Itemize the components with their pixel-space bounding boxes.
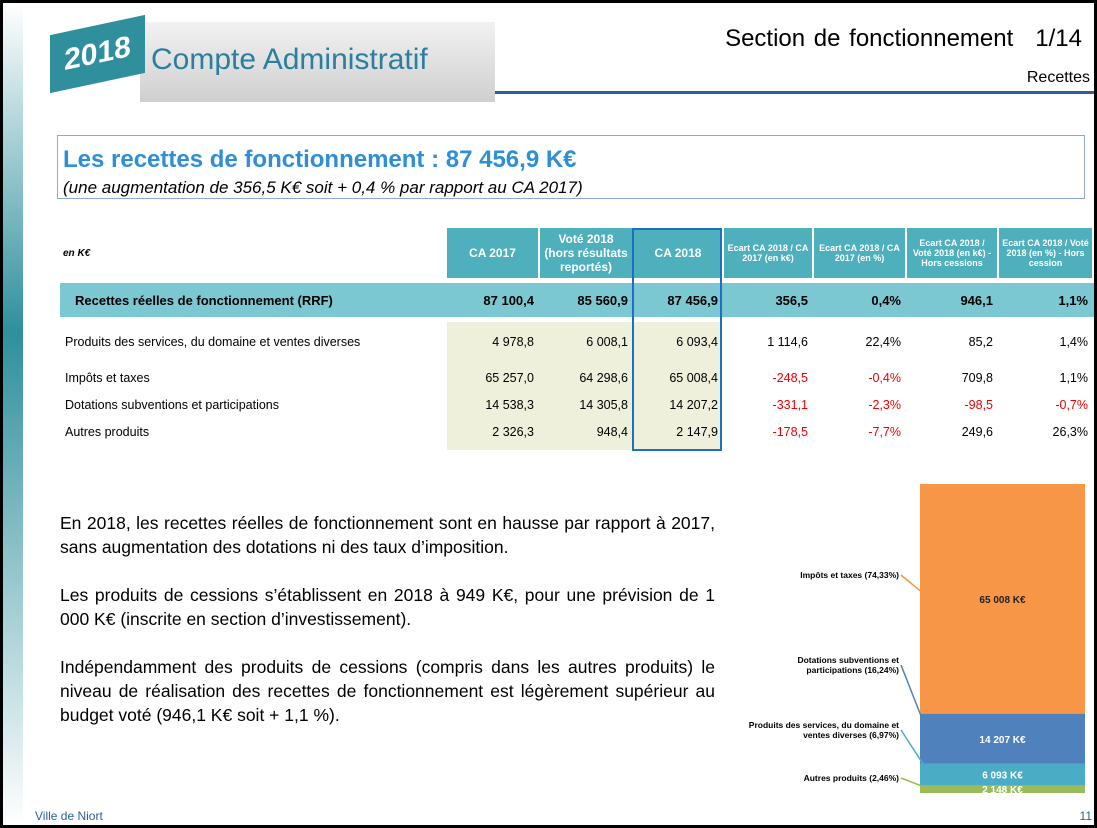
column-header: Ecart CA 2018 / CA 2017 (en k€) [724,228,812,278]
table-cell: 26,3% [1052,425,1088,439]
table-cell: 85 560,9 [577,292,628,308]
column-header: CA 2017 [447,228,538,278]
summary-title: Les recettes de fonctionnement : 87 456,… [63,146,577,173]
table-cell: 14 207,2 [669,397,718,412]
table-cell: 1,4% [1059,335,1089,349]
segment [920,713,1085,764]
stacked-chart: 65 008 K€ Impôts et taxes (74,33%) 14 207 … [748,484,1085,796]
segment-label: 2 148 K€ [982,785,1023,796]
segment-label: 14 207 K€ [979,735,1026,746]
table-cell: 22,4% [865,335,901,349]
row-label: Impôts et taxes [65,370,150,385]
table-cell: 948,4 [596,425,628,439]
header-box [140,22,495,102]
table-cell: -98,5 [964,397,994,412]
main-row-band [60,283,1094,317]
table-cell: -7,7% [868,425,901,439]
table-cell: 2 147,9 [676,425,718,439]
segment-name-text: Produits des services, du domaine et ven… [748,720,899,740]
summary-box: Les recettes de fonctionnement : 87 456,… [57,135,1085,199]
footer-org: Ville de Niort [35,809,103,823]
leader-line [900,729,931,776]
segment-name: Produits des services, du domaine et ven… [748,720,899,740]
unit-label: en K€ [63,247,91,259]
table-cell: 0,4% [871,292,901,308]
column-header: CA 2018 [634,228,722,278]
column-header: Ecart CA 2018 / CA 2017 (en %) [814,228,905,278]
segment [920,785,1085,793]
table-cell: 356,5 [775,292,808,308]
side-strip [3,3,23,825]
table-cell: 6 093,4 [676,335,718,349]
table-cell: 14 305,8 [579,397,628,412]
segment-name-text: Dotations subventions et participations … [797,655,899,675]
segment-name: Autres produits (2,46%) [803,773,899,783]
segment [920,484,1085,714]
row-label: Recettes réelles de fonctionnement (RRF) [75,292,333,308]
header-rule [495,91,1094,94]
table-cell: -2,3% [868,397,901,412]
segment-name: Impôts et taxes (74,33%) [800,570,899,580]
segment-name-text: Impôts et taxes (74,33%) [800,570,899,580]
page-number: 1/14 [1035,25,1082,52]
summary-subtitle: (une augmentation de 356,5 K€ soit + 0,4… [63,178,583,197]
segment-name-text: Autres produits (2,46%) [803,773,899,783]
doc-title: Compte Administratif [151,43,428,76]
table-cell: 65 008,4 [669,370,718,385]
section: Section de fonctionnement [725,25,1014,52]
column-header: Ecart CA 2018 / Voté 2018 (en k€) - Hors… [907,228,997,278]
column-header: Ecart CA 2018 / Voté 2018 (en %) - Hors … [999,228,1092,278]
footer-page: 11 [1079,809,1092,823]
segment-label: 65 008 K€ [979,595,1026,606]
subsection: Recettes [1026,69,1090,86]
highlight-frame [632,228,722,451]
segment-name: Dotations subventions et participations … [797,655,899,675]
table-cell: -331,1 [772,397,808,412]
table-cell: 14 538,3 [485,397,534,412]
table-cell: 87 456,9 [667,292,718,308]
table-cell: 1,1% [1058,292,1088,308]
leader-line [900,664,931,740]
row-label: Autres produits [65,425,150,439]
table-cell: 87 100,4 [483,292,534,308]
table-cell: -0,4% [868,370,901,385]
table-cell: 249,6 [961,425,993,439]
column-header: Voté 2018 (hors résultats reportés) [540,228,632,278]
beige-band [447,322,722,450]
paragraph: En 2018, les recettes réelles de fonctio… [60,513,715,557]
table-cell: -0,7% [1055,397,1088,412]
table-cell: 4 978,8 [492,335,534,349]
table-cell: 85,2 [968,335,993,349]
table-cell: 1,1% [1059,370,1089,385]
leader-line [900,574,931,600]
body: En 2018, les recettes réelles de fonctio… [60,511,715,727]
segment-label: 6 093 K€ [982,771,1023,782]
table-cell: 6 008,1 [586,335,628,349]
section-title: Section de fonctionnement 1/14 [725,25,1082,53]
table-cell: 709,8 [961,370,993,385]
table-cell: -248,5 [772,370,808,385]
table-cell: 946,1 [960,292,993,308]
table-cell: 64 298,6 [579,370,628,385]
table-cell: 65 257,0 [485,370,534,385]
row-label: Dotations subventions et participations [65,397,280,412]
paragraph: Indépendamment des produits de cessions … [60,657,715,725]
table-cell: 1 114,6 [767,335,808,349]
paragraph: Les produits de cessions s’établissent e… [60,585,715,629]
row-label: Produits des services, du domaine et ven… [65,335,361,349]
table-cell: -178,5 [772,425,808,439]
segment [920,763,1085,786]
table-cell: 2 326,3 [492,425,534,439]
leader-line [900,777,931,790]
